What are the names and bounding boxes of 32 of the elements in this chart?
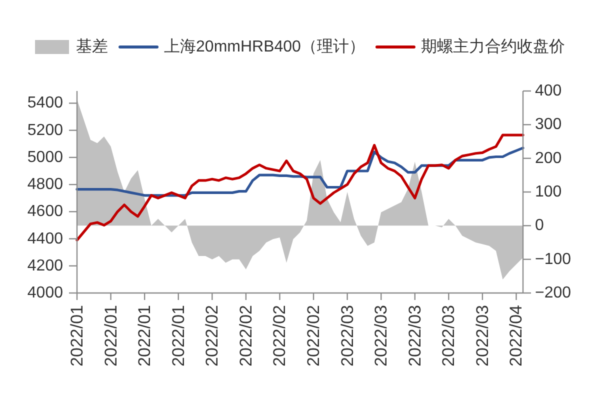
ytick: 4800 — [27, 176, 63, 194]
xtick: 2022/01 — [101, 305, 120, 366]
y2tick: 0 — [535, 217, 544, 234]
ytick: 5000 — [27, 148, 63, 166]
y2tick: 400 — [535, 82, 562, 100]
y2tick: 300 — [535, 116, 562, 134]
ytick: 5200 — [27, 122, 63, 139]
xtick: 2022/01 — [135, 305, 154, 366]
legend-label: 上海20mmHRB400（理计） — [164, 38, 365, 56]
xtick: 2022/02 — [202, 305, 222, 366]
y2tick: 200 — [535, 150, 562, 167]
xtick: 2022/02 — [236, 305, 256, 366]
xtick: 2022/03 — [405, 305, 424, 366]
xtick: 2022/03 — [338, 305, 357, 366]
xtick: 2022/03 — [439, 305, 458, 366]
ytick: 4200 — [27, 257, 63, 274]
xtick: 2022/01 — [168, 305, 188, 366]
ytick: 4600 — [27, 203, 63, 220]
legend-label: 期螺主力合约收盘价 — [420, 38, 565, 56]
xtick: 2022/02 — [304, 305, 324, 366]
ytick: 4400 — [27, 230, 63, 248]
xtick: 2022/03 — [472, 305, 492, 366]
ytick: 5400 — [27, 94, 63, 112]
y2tick: 100 — [535, 184, 562, 200]
xtick: 2022/02 — [270, 305, 290, 366]
y2tick: −200 — [535, 284, 572, 302]
xtick: 2022/01 — [68, 305, 86, 366]
ytick: 4000 — [27, 284, 63, 302]
legend-label: 基差 — [76, 38, 108, 56]
xtick: 2022/04 — [506, 305, 526, 366]
xtick: 2022/03 — [372, 305, 391, 366]
y2tick: −100 — [535, 250, 572, 268]
